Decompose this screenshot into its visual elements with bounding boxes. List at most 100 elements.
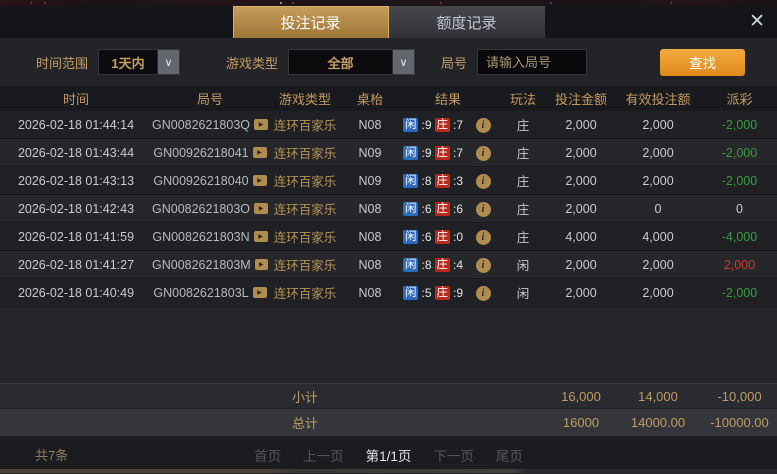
cell-round: GN00926218040 ▶ [152,174,268,188]
replay-icon[interactable]: ▶ [254,259,268,270]
tab-quota-records[interactable]: 额度记录 [388,6,545,38]
cell-time: 2026-02-18 01:43:44 [17,145,135,160]
round-number-label: 局号 [441,55,468,71]
cell-payout: 0 [736,201,743,216]
player-score: :6 [421,229,432,244]
cell-bet-amount: 2,000 [565,201,597,216]
cell-result: 闲 :6 庄 :6 [398,201,468,216]
table-row: 2026-02-18 01:41:59 GN0082621803N ▶ 连环百家… [0,223,777,251]
header-time: 时间 [62,92,89,107]
replay-icon[interactable]: ▶ [252,175,267,186]
player-chip: 闲 [402,201,419,216]
table-row: 2026-02-18 01:44:14 GN0082621803Q ▶ 连环百家… [0,111,777,139]
round-id: GN0082621803O [152,201,250,216]
cell-play: 闲 [516,259,530,273]
cell-round: GN0082621803M ▶ [152,258,268,272]
player-score: :6 [421,201,432,216]
game-type-value: 全部 [327,55,354,71]
cell-play: 庄 [516,175,530,189]
header-round: 局号 [196,92,223,107]
cell-bet-amount: 2,000 [565,145,597,160]
cell-round: GN00926218041 ▶ [152,146,268,160]
cell-round: GN0082621803L ▶ [152,286,268,300]
replay-icon[interactable]: ▶ [254,203,268,214]
cell-table: N09 [358,145,382,160]
game-type-select[interactable]: 全部 ∨ [288,49,416,75]
banker-score: :3 [453,173,464,188]
cell-game-type: 连环百家乐 [273,175,337,189]
record-count: 共7条 [35,448,69,463]
cell-valid-bet: 2,000 [642,257,674,272]
player-chip: 闲 [402,145,419,160]
info-icon[interactable]: i [475,229,491,245]
round-number-input[interactable] [477,49,588,75]
round-id: GN0082621803N [152,229,250,244]
banker-chip: 庄 [434,117,450,132]
subtotal-payout: -10,000 [717,388,762,404]
table-row: 2026-02-18 01:43:44 GN00926218041 ▶ 连环百家… [0,139,777,167]
banker-score: :4 [453,257,464,272]
subtotal-label: 小计 [291,389,318,405]
pagination-item[interactable]: 上一页 [303,448,344,464]
banker-chip: 庄 [434,229,450,244]
round-id: GN00926218040 [153,173,249,188]
replay-icon[interactable]: ▶ [252,287,267,298]
banker-score: :7 [453,117,464,132]
total-payout: -10000.00 [710,415,769,430]
cell-table: N09 [358,173,382,188]
cell-valid-bet: 2,000 [642,117,674,132]
chevron-down-icon[interactable]: ∨ [392,50,415,74]
header-game-type: 游戏类型 [278,92,331,107]
header-play: 玩法 [509,92,536,107]
banker-score: :7 [453,145,464,160]
player-chip: 闲 [402,117,419,132]
cell-valid-bet: 4,000 [642,229,674,244]
replay-icon[interactable]: ▶ [254,119,268,130]
search-button[interactable]: 查找 [660,48,745,76]
cell-payout: 2,000 [723,257,756,272]
cell-round: GN0082621803N ▶ [152,230,268,244]
background-page-sliver [0,469,777,473]
close-icon[interactable]: ✕ [749,11,765,32]
info-icon[interactable]: i [475,285,491,301]
info-icon[interactable]: i [475,173,491,189]
tab-bet-records[interactable]: 投注记录 [232,6,389,38]
cell-time: 2026-02-18 01:43:13 [17,173,135,188]
cell-result: 闲 :9 庄 :7 [398,145,468,160]
info-icon[interactable]: i [475,117,491,133]
replay-icon[interactable]: ▶ [252,147,267,158]
pagination: 首页 上一页 第1/1页 下一页 尾页 [254,445,523,465]
player-chip: 闲 [402,229,419,244]
cell-payout: -2,000 [721,285,758,300]
round-id: GN0082621803Q [152,117,250,132]
subtotal-row: 小计 16,000 14,000 -10,000 [0,383,777,409]
chevron-down-icon[interactable]: ∨ [157,50,180,74]
cell-table: N08 [358,117,382,132]
cell-game-type: 连环百家乐 [273,231,337,245]
cell-payout: -2,000 [721,117,758,132]
replay-icon[interactable]: ▶ [253,231,268,242]
pagination-item[interactable]: 第1/1页 [365,448,412,464]
cell-play: 庄 [516,119,530,133]
cell-bet-amount: 4,000 [565,229,597,244]
info-icon[interactable]: i [475,257,491,273]
cell-valid-bet: 2,000 [642,145,674,160]
cell-result: 闲 :9 庄 :7 [398,117,468,132]
info-icon[interactable]: i [475,201,491,217]
pagination-item[interactable]: 首页 [254,448,282,464]
time-range-select[interactable]: 1天内 ∨ [98,49,181,75]
round-id: GN0082621803L [153,285,249,300]
player-score: :8 [421,257,432,272]
table-header: 时间 局号 游戏类型 桌枱 结果 玩法 投注金额 有效投注额 派彩 [0,86,777,111]
cell-game-type: 连环百家乐 [273,203,337,217]
cell-play: 庄 [516,231,530,245]
cell-valid-bet: 2,000 [642,173,674,188]
pagination-item[interactable]: 尾页 [495,448,523,464]
pagination-item[interactable]: 下一页 [433,448,474,464]
cell-payout: -4,000 [721,229,758,244]
header-bet-amount: 投注金额 [554,92,607,107]
background-page-sliver [0,0,777,6]
header-payout: 派彩 [726,92,753,107]
cell-bet-amount: 2,000 [565,257,597,272]
info-icon[interactable]: i [475,145,491,161]
